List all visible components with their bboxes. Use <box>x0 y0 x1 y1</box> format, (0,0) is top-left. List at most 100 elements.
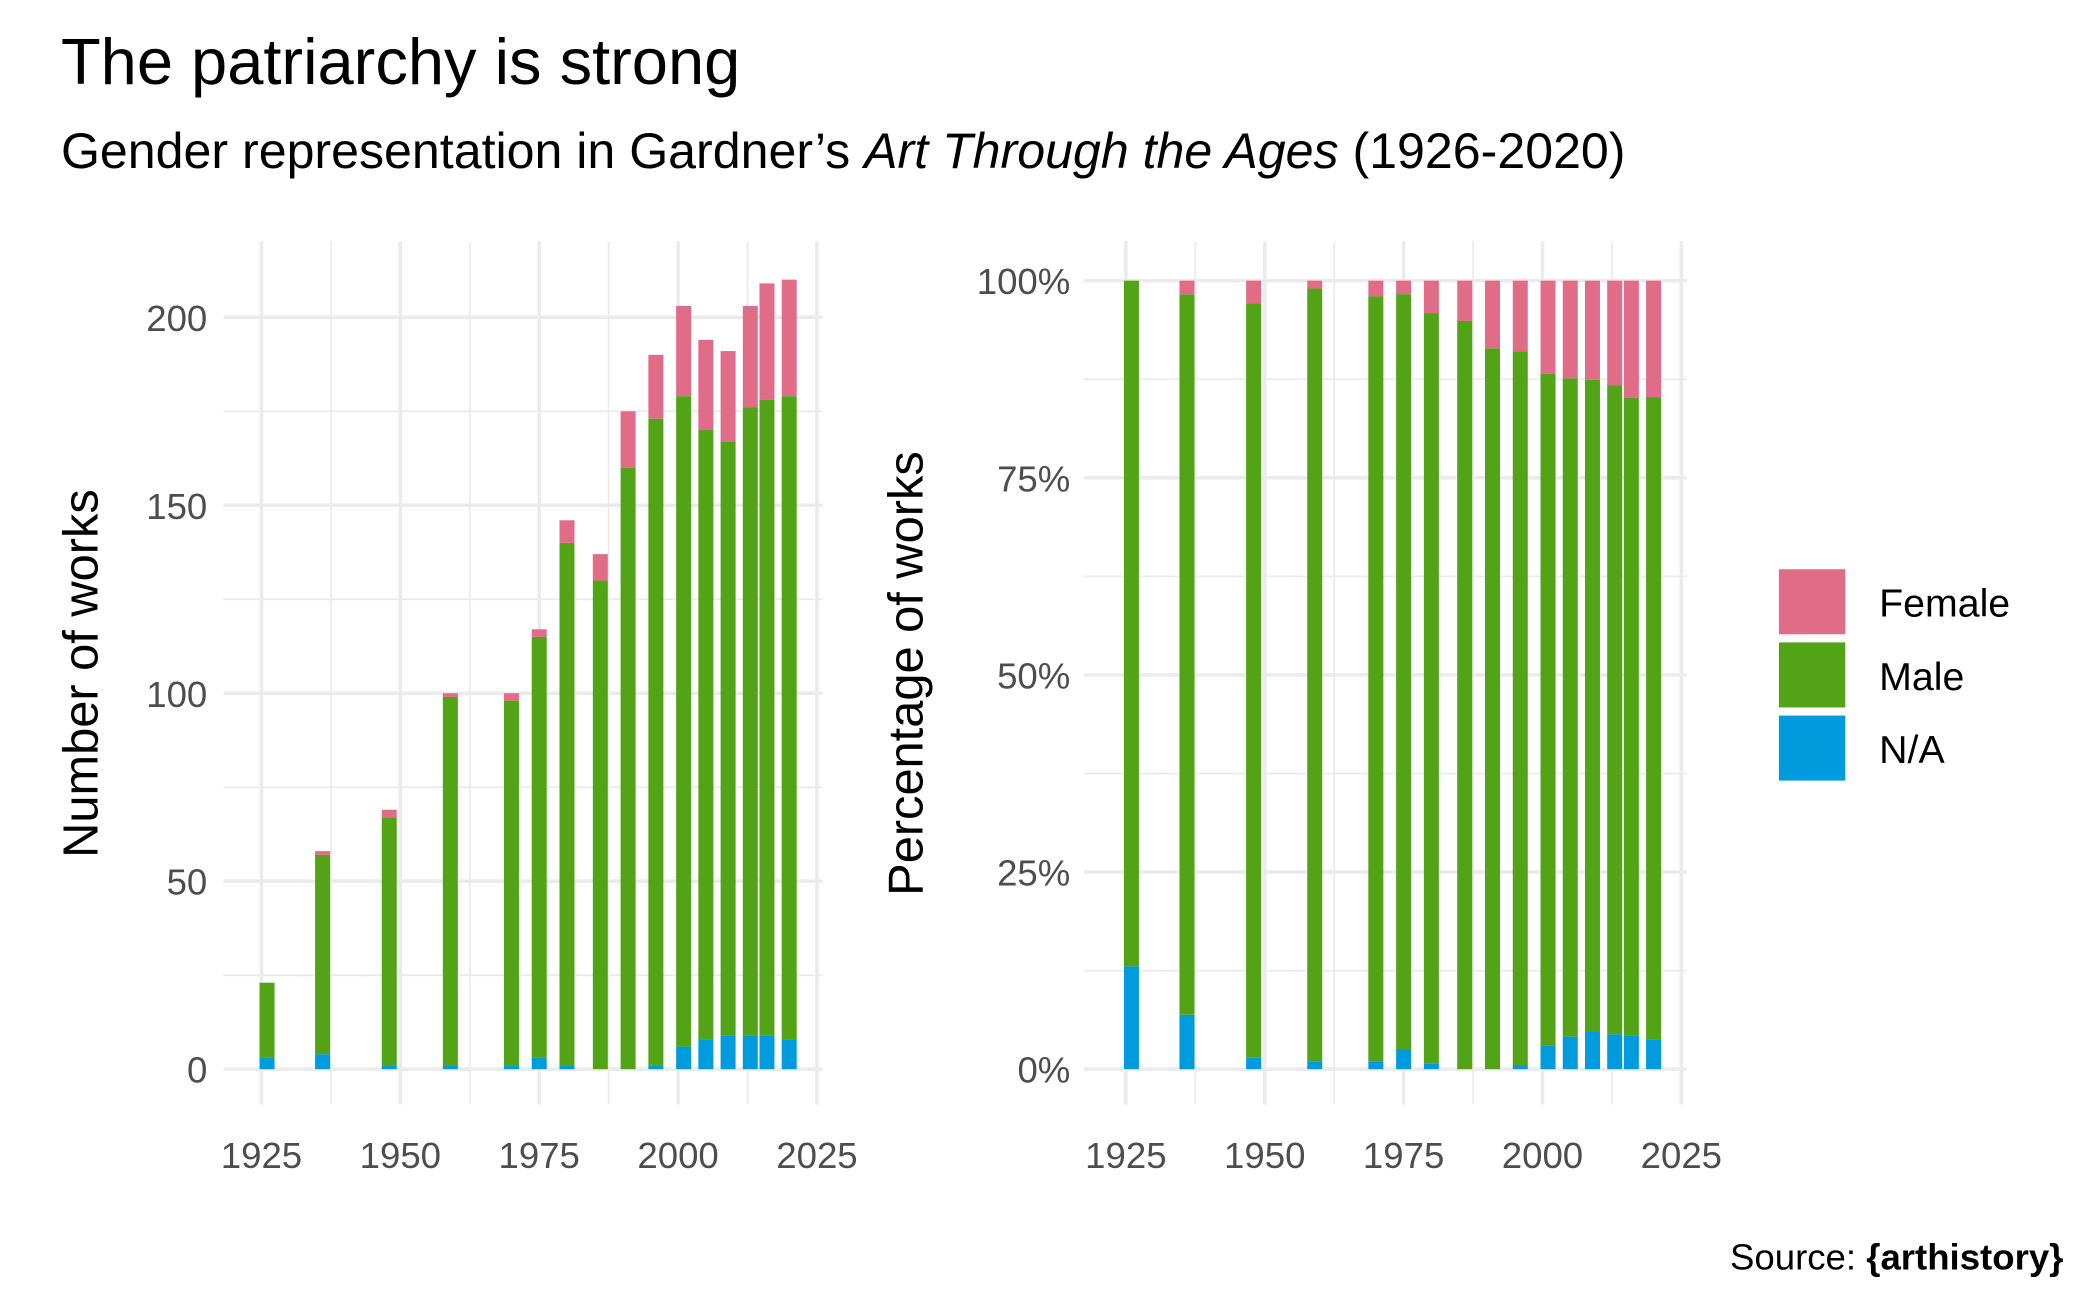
x-tick-label: 2025 <box>1641 1135 1722 1176</box>
legend-label: N/A <box>1879 728 1945 772</box>
bar-segment-female-2001 <box>1540 280 1556 374</box>
x-tick-label: 2025 <box>776 1135 857 1176</box>
bar-segment-female-1936 <box>1179 280 1195 295</box>
x-tick-label: 1950 <box>360 1135 441 1176</box>
bar-segment-na-1996 <box>1512 1065 1528 1070</box>
bar-segment-na-1980 <box>559 1065 575 1070</box>
bar-segment-na-1936 <box>315 1054 331 1070</box>
bar-segment-female-1980 <box>1423 280 1439 314</box>
y-axis-title-count: Number of works <box>55 489 109 858</box>
bar-segment-female-1996 <box>648 354 664 419</box>
bar-segment-female-2016 <box>759 283 775 400</box>
bar-segment-male-1980 <box>559 542 575 1066</box>
bar-segment-male-2005 <box>1562 378 1578 1037</box>
bar-segment-na-2005 <box>698 1039 714 1070</box>
bar-segment-male-2001 <box>1540 373 1556 1046</box>
bar-segment-na-1936 <box>1179 1014 1195 1070</box>
bar-segment-female-1959 <box>442 693 458 697</box>
bar-segment-female-1991 <box>620 411 636 468</box>
bar-segment-na-1959 <box>442 1065 458 1070</box>
bar-segment-male-2016 <box>759 399 775 1036</box>
subtitle-text: Gender representation in Gardner’s <box>61 123 864 179</box>
y-tick-label: 100 <box>146 674 207 715</box>
bar-segment-female-1975 <box>1396 280 1412 295</box>
bar-segment-female-2020 <box>1646 280 1662 398</box>
bar-segment-na-1948 <box>1246 1057 1262 1070</box>
percent-panel: 0% 25% 50% 75% 100% 1925 1950 1975 2000 2025 <box>977 241 1722 1176</box>
y-tick-label: 50 <box>167 862 208 903</box>
bar-segment-na-1970 <box>1368 1061 1384 1070</box>
bar-segment-female-2001 <box>676 305 692 397</box>
bar-segment-male-2013 <box>1607 385 1623 1035</box>
x-tick-label: 1975 <box>1363 1135 1444 1176</box>
x-tick-label: 1925 <box>221 1135 302 1176</box>
bar-segment-na-1975 <box>531 1057 547 1070</box>
count-panel: 0 50 100 150 200 1925 1950 1975 2000 2025 <box>146 241 858 1176</box>
bar-segment-female-2005 <box>1562 280 1578 379</box>
bar-segment-na-2020 <box>1646 1039 1662 1070</box>
x-tick-label: 2000 <box>1502 1135 1583 1176</box>
x-tick-label: 2000 <box>637 1135 718 1176</box>
bar-segment-male-1991 <box>1484 348 1500 1070</box>
bar-segment-male-1991 <box>620 467 636 1070</box>
x-tick-label: 1950 <box>1224 1135 1305 1176</box>
bar-segment-na-2009 <box>720 1035 736 1070</box>
bar-segment-na-2001 <box>1540 1045 1556 1070</box>
y-tick-label: 0 <box>187 1050 207 1091</box>
bar-segment-na-1980 <box>1423 1063 1439 1070</box>
bar-segment-male-2020 <box>781 396 797 1040</box>
bar-segment-female-1970 <box>503 693 519 701</box>
chart-subtitle: Gender representation in Gardner’s Art T… <box>61 123 1626 179</box>
legend-key-male <box>1778 642 1846 708</box>
y-tick-label: 150 <box>146 486 207 527</box>
bar-segment-female-2020 <box>781 279 797 397</box>
bar-segment-female-1980 <box>559 520 575 543</box>
bar-segment-male-1936 <box>315 854 331 1055</box>
bar-segment-male-1936 <box>1179 294 1195 1015</box>
bar-segment-female-1959 <box>1307 280 1323 289</box>
bar-segment-female-2009 <box>1584 280 1600 380</box>
bar-segment-na-2020 <box>781 1039 797 1070</box>
legend-key-na <box>1778 715 1846 781</box>
subtitle-years: (1926-2020) <box>1339 123 1626 179</box>
y-tick-label: 50% <box>997 655 1070 696</box>
bar-segment-female-1975 <box>531 629 547 637</box>
y-tick-label: 0% <box>1017 1050 1070 1091</box>
bar-segment-na-2016 <box>759 1035 775 1070</box>
bar-segment-female-2013 <box>742 305 758 408</box>
bar-segment-male-1996 <box>1512 351 1528 1066</box>
bar-segment-male-2020 <box>1646 397 1662 1040</box>
source-package: {arthistory} <box>1866 1237 2063 1278</box>
legend-label: Female <box>1879 582 2010 626</box>
bar-segment-male-1959 <box>1307 288 1323 1062</box>
bar-segment-na-1959 <box>1307 1061 1323 1070</box>
bar-segment-female-1991 <box>1484 280 1500 349</box>
bar-segment-na-2001 <box>676 1046 692 1070</box>
bar-segment-female-1986 <box>592 554 608 581</box>
bar-segment-male-1926 <box>1123 280 1139 967</box>
bar-segment-female-1970 <box>1368 280 1384 297</box>
bar-segment-female-2009 <box>720 351 736 442</box>
legend-label: Male <box>1879 655 1964 699</box>
bar-segment-na-2013 <box>742 1035 758 1070</box>
chart-title: The patriarchy is strong <box>61 25 740 98</box>
bar-segment-female-1996 <box>1512 280 1528 352</box>
x-tick-label: 1975 <box>499 1135 580 1176</box>
bar-segment-female-1948 <box>381 809 397 818</box>
bar-segment-male-2005 <box>698 430 714 1040</box>
bar-segment-male-2001 <box>676 396 692 1047</box>
bar-segment-female-1948 <box>1246 280 1262 304</box>
subtitle-book-title: Art Through the Ages <box>861 123 1338 179</box>
bar-segment-male-1986 <box>592 580 608 1070</box>
bar-segment-female-1986 <box>1457 280 1473 321</box>
y-tick-label: 75% <box>997 458 1070 499</box>
bar-segment-male-1996 <box>648 418 664 1066</box>
bar-segment-male-2013 <box>742 407 758 1036</box>
bar-segment-na-2013 <box>1607 1034 1623 1070</box>
bar-segment-male-1948 <box>381 817 397 1066</box>
bar-segment-na-1926 <box>1123 966 1139 1070</box>
bar-segment-male-2009 <box>720 441 736 1036</box>
y-tick-label: 25% <box>997 853 1070 894</box>
bar-segment-na-1975 <box>1396 1048 1412 1070</box>
